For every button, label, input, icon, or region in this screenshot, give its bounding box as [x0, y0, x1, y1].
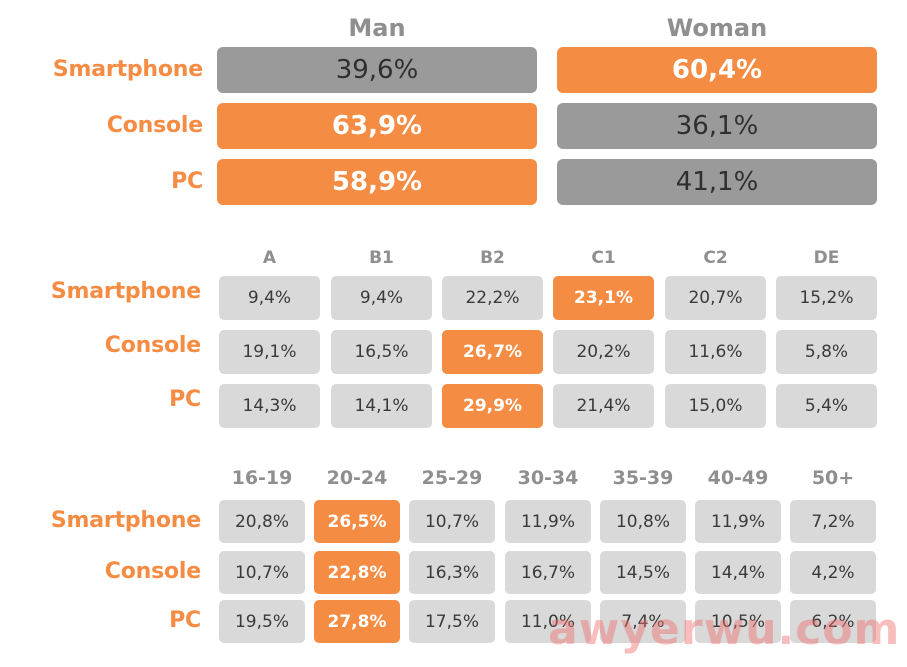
data-cell: 4,2%: [790, 551, 876, 594]
column-header: A: [262, 248, 277, 268]
watermark: awyerwu.com: [548, 604, 901, 655]
column-header: C1: [591, 248, 616, 268]
data-cell: 21,4%: [553, 384, 654, 428]
column-header: C2: [703, 248, 728, 268]
data-cell: 19,5%: [219, 600, 305, 643]
data-cell: 10,8%: [600, 500, 686, 543]
data-cell: 16,3%: [409, 551, 495, 594]
data-cell: 20,2%: [553, 330, 654, 374]
data-cell: 14,4%: [695, 551, 781, 594]
row-label: Console: [104, 559, 201, 585]
data-cell: 14,3%: [219, 384, 320, 428]
column-header: DE: [813, 248, 840, 268]
data-cell: 6,2%: [790, 600, 876, 643]
data-cell: 7,2%: [790, 500, 876, 543]
row-label: Console: [106, 112, 203, 138]
data-cell: 41,1%: [557, 159, 877, 205]
row-label: Smartphone: [50, 278, 201, 304]
row-label: PC: [169, 608, 201, 634]
data-cell: 15,0%: [665, 384, 766, 428]
column-header: 25-29: [421, 467, 483, 489]
data-cell: 11,9%: [695, 500, 781, 543]
data-cell: 23,1%: [553, 276, 654, 320]
data-cell: 10,7%: [409, 500, 495, 543]
data-cell: 11,9%: [505, 500, 591, 543]
data-cell: 7,4%: [600, 600, 686, 643]
data-cell: 63,9%: [217, 103, 537, 149]
row-label: Smartphone: [50, 508, 201, 534]
column-header: Woman: [666, 14, 768, 42]
data-cell: 11,6%: [665, 330, 766, 374]
data-cell: 36,1%: [557, 103, 877, 149]
data-cell: 10,5%: [695, 600, 781, 643]
data-cell: 19,1%: [219, 330, 320, 374]
data-cell: 20,8%: [219, 500, 305, 543]
data-cell: 9,4%: [331, 276, 432, 320]
data-cell: 60,4%: [557, 47, 877, 93]
data-cell: 16,7%: [505, 551, 591, 594]
data-cell: 17,5%: [409, 600, 495, 643]
column-header: B1: [369, 248, 394, 268]
data-cell: 14,5%: [600, 551, 686, 594]
data-cell: 26,7%: [442, 330, 543, 374]
column-header: 30-34: [517, 467, 579, 489]
column-header: 50+: [811, 467, 855, 489]
data-cell: 11,0%: [505, 600, 591, 643]
row-label: Smartphone: [52, 56, 203, 82]
data-cell: 16,5%: [331, 330, 432, 374]
data-cell: 10,7%: [219, 551, 305, 594]
data-cell: 14,1%: [331, 384, 432, 428]
data-cell: 58,9%: [217, 159, 537, 205]
column-header: 35-39: [612, 467, 674, 489]
data-cell: 15,2%: [776, 276, 877, 320]
column-header: Man: [348, 14, 406, 42]
column-header: 16-19: [231, 467, 293, 489]
data-cell: 29,9%: [442, 384, 543, 428]
row-label: Console: [104, 332, 201, 358]
data-cell: 9,4%: [219, 276, 320, 320]
column-header: 40-49: [707, 467, 769, 489]
row-label: PC: [171, 168, 203, 194]
data-cell: 22,8%: [314, 551, 400, 594]
row-label: PC: [169, 386, 201, 412]
data-cell: 20,7%: [665, 276, 766, 320]
data-cell: 39,6%: [217, 47, 537, 93]
column-header: B2: [480, 248, 505, 268]
column-header: 20-24: [326, 467, 388, 489]
data-cell: 22,2%: [442, 276, 543, 320]
data-cell: 5,8%: [776, 330, 877, 374]
data-cell: 26,5%: [314, 500, 400, 543]
data-cell: 27,8%: [314, 600, 400, 643]
data-cell: 5,4%: [776, 384, 877, 428]
